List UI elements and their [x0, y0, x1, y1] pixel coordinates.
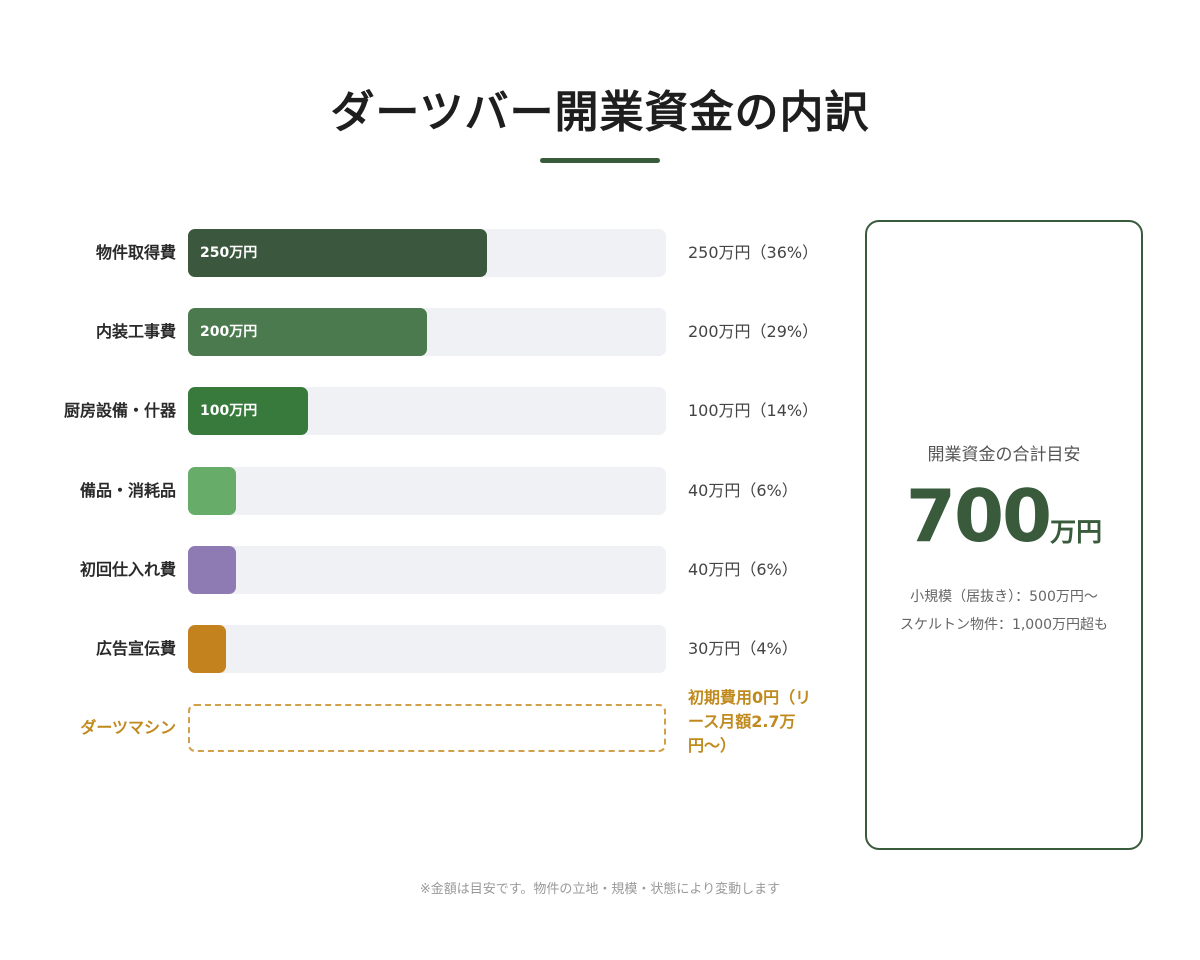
summary-caption: 開業資金の合計目安: [927, 445, 1081, 465]
bar: 250万円: [188, 229, 487, 277]
bar: [188, 467, 236, 515]
darts-machine-placeholder-bar: [188, 704, 666, 752]
title-underline: [540, 158, 660, 163]
bar-label: 厨房設備・什器: [63, 401, 176, 420]
summary-unit: 万円: [1050, 518, 1103, 548]
bar-label: 内装工事費: [95, 322, 176, 341]
bar-value-label: 40万円（6%）: [688, 560, 798, 579]
summary-total: 700万円: [867, 474, 1141, 558]
bar-label: 備品・消耗品: [79, 481, 176, 500]
bar: 200万円: [188, 308, 427, 356]
summary-note-small: 小規模（居抜き）：500万円〜: [910, 589, 1098, 605]
bar-value-label: 250万円（36%）: [688, 243, 819, 262]
bar-value-label: 30万円（4%）: [688, 639, 798, 658]
bar: [188, 625, 226, 673]
bar-value-label: 40万円（6%）: [688, 481, 798, 500]
footnote: ※金額は目安です。物件の立地・規模・状態により変動します: [419, 882, 781, 897]
bar-track: [188, 467, 666, 515]
bar-track: [188, 546, 666, 594]
total-summary-card: 開業資金の合計目安 700万円 小規模（居抜き）：500万円〜 スケルトン物件：…: [865, 220, 1143, 850]
bar-track: [188, 625, 666, 673]
bar: [188, 546, 236, 594]
darts-machine-label: ダーツマシン: [80, 718, 176, 737]
bar-label: 初回仕入れ費: [79, 560, 176, 579]
bar-value-label: 100万円（14%）: [688, 401, 819, 420]
page-title: ダーツバー開業資金の内訳: [330, 87, 870, 138]
summary-note-skeleton: スケルトン物件：1,000万円超も: [899, 617, 1109, 633]
bar-value-label: 200万円（29%）: [688, 322, 819, 341]
darts-machine-note: 初期費用0円（リース月額2.7万円〜）: [688, 688, 812, 755]
bar: 100万円: [188, 387, 308, 435]
bar-label: 広告宣伝費: [95, 639, 176, 658]
summary-amount: 700: [905, 474, 1052, 558]
bar-label: 物件取得費: [95, 243, 176, 262]
